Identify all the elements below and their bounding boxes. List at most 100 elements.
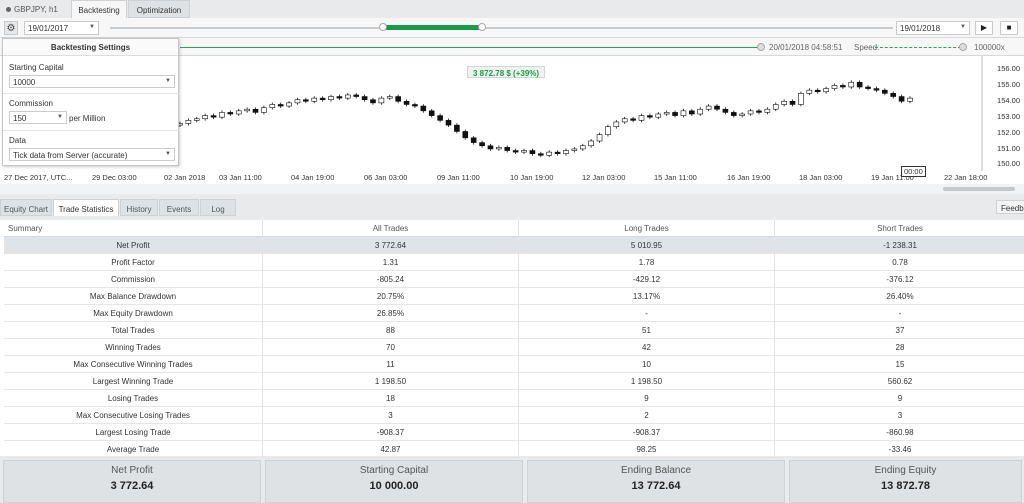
divider bbox=[3, 130, 180, 131]
table-row[interactable]: Max Balance Drawdown 20.75% 13.17% 26.40% bbox=[4, 288, 1024, 305]
candle-body bbox=[789, 100, 796, 105]
candle-body bbox=[261, 107, 267, 113]
card-value: 13 772.64 bbox=[631, 480, 681, 492]
table-row[interactable]: Max Consecutive Losing Trades 3 2 3 bbox=[4, 407, 1024, 424]
candle-body bbox=[814, 89, 821, 93]
row-label: Largest Losing Trade bbox=[95, 428, 171, 437]
table-row[interactable]: Max Equity Drawdown 26.85% - - bbox=[4, 305, 1024, 322]
divider bbox=[774, 356, 775, 373]
divider bbox=[774, 271, 775, 288]
candle-body bbox=[806, 89, 813, 94]
end-date-select[interactable]: 19/01/2018 ▼ bbox=[896, 21, 970, 35]
speed-value: 100000x bbox=[974, 43, 1005, 52]
candle-body bbox=[227, 112, 234, 115]
candle-body bbox=[521, 150, 527, 153]
row-value: 28 bbox=[895, 343, 905, 352]
candle-body bbox=[563, 150, 569, 155]
candle-body bbox=[219, 112, 225, 118]
x-tick-label: 19 Jan 11:00 bbox=[871, 173, 914, 182]
row-value: -860.98 bbox=[886, 428, 914, 437]
divider bbox=[518, 407, 519, 424]
symbol-tab[interactable]: GBPJPY, h1 bbox=[0, 0, 68, 18]
chevron-down-icon: ▼ bbox=[89, 24, 95, 30]
stop-button[interactable]: ■ bbox=[1000, 21, 1018, 35]
chart-scrollbar[interactable] bbox=[0, 184, 1024, 194]
range-start-handle[interactable] bbox=[379, 23, 387, 31]
candle-body bbox=[403, 100, 410, 105]
candle-body bbox=[898, 96, 905, 102]
row-value: 3 772.64 bbox=[374, 241, 407, 250]
tab-equity-chart[interactable]: Equity Chart bbox=[0, 199, 52, 216]
feedback-button[interactable]: Feedback bbox=[996, 200, 1024, 214]
candle-body bbox=[856, 81, 863, 88]
tab-backtesting-label: Backtesting bbox=[78, 6, 120, 15]
candle-body bbox=[571, 148, 578, 151]
candle-body bbox=[831, 85, 838, 89]
x-tick-label: 18 Jan 03:00 bbox=[799, 173, 843, 182]
start-date-select[interactable]: 19/01/2017 ▼ bbox=[24, 21, 99, 35]
tab-trade-statistics[interactable]: Trade Statistics bbox=[53, 199, 119, 216]
playback-handle[interactable] bbox=[757, 43, 765, 51]
scrollbar-thumb[interactable] bbox=[943, 187, 1015, 191]
table-row[interactable]: Winning Trades 70 42 28 bbox=[4, 339, 1024, 356]
column-header: Long Trades bbox=[624, 224, 669, 233]
commission-field[interactable]: 150 ▼ bbox=[9, 111, 67, 124]
candle-body bbox=[202, 115, 208, 120]
x-tick-label: 12 Jan 03:00 bbox=[582, 173, 626, 182]
candle-body bbox=[269, 104, 276, 108]
row-value: -33.46 bbox=[888, 445, 912, 454]
row-value: 1 198.50 bbox=[374, 377, 407, 386]
candle-body bbox=[386, 96, 393, 99]
candle-body bbox=[689, 110, 695, 115]
candle-body bbox=[512, 150, 519, 153]
divider bbox=[262, 288, 263, 305]
table-row[interactable]: Largest Winning Trade 1 198.50 1 198.50 560… bbox=[4, 373, 1024, 390]
table-row[interactable]: Max Consecutive Winning Trades 11 10 15 bbox=[4, 356, 1024, 373]
table-row[interactable]: Largest Losing Trade -908.37 -908.37 -860.9… bbox=[4, 424, 1024, 441]
speed-slider-track[interactable] bbox=[875, 47, 961, 48]
x-tick-label: 10 Jan 19:00 bbox=[510, 173, 554, 182]
candle-body bbox=[370, 99, 376, 104]
starting-capital-field[interactable]: 10000 ▼ bbox=[9, 75, 175, 88]
tab-log[interactable]: Log bbox=[200, 199, 236, 216]
chevron-down-icon: ▼ bbox=[165, 78, 171, 84]
table-row[interactable]: Commission -805.24 -429.12 -376.12 bbox=[4, 271, 1024, 288]
row-value: -805.24 bbox=[376, 275, 405, 284]
range-end-handle[interactable] bbox=[478, 23, 486, 31]
divider bbox=[518, 254, 519, 271]
row-value: - bbox=[645, 309, 648, 318]
candle-body bbox=[840, 85, 846, 88]
candle-body bbox=[596, 134, 603, 142]
popup-title: Backtesting Settings bbox=[3, 39, 178, 56]
candle-body bbox=[848, 81, 855, 88]
date-range-track[interactable] bbox=[110, 27, 893, 29]
table-row[interactable]: Total Trades 88 51 37 bbox=[4, 322, 1024, 339]
divider bbox=[518, 356, 519, 373]
date-range-selection[interactable] bbox=[383, 25, 482, 30]
candle-body bbox=[487, 145, 494, 150]
speed-slider-handle[interactable] bbox=[959, 43, 967, 51]
candle-body bbox=[345, 94, 351, 99]
card-label: Ending Balance bbox=[620, 465, 692, 476]
table-row[interactable]: Net Profit 3 772.64 5 010.95 -1 238.31 bbox=[4, 237, 1024, 254]
tab-backtesting[interactable]: Backtesting bbox=[71, 0, 127, 18]
tab-events[interactable]: Events bbox=[159, 199, 199, 216]
divider bbox=[262, 373, 263, 390]
play-button[interactable]: ▶ bbox=[975, 21, 993, 35]
candle-body bbox=[663, 112, 670, 115]
backtest-control-bar: ⚙ 19/01/2017 ▼ 19/01/2018 ▼ ▶ ■ bbox=[0, 18, 1024, 38]
tab-history[interactable]: History bbox=[120, 199, 158, 216]
table-row[interactable]: Average Trade 42.87 98.25 -33.46 bbox=[4, 441, 1024, 458]
candle-body bbox=[353, 94, 360, 97]
table-row[interactable]: Losing Trades 18 9 9 bbox=[4, 390, 1024, 407]
candle-body bbox=[252, 108, 259, 113]
tab-optimization[interactable]: Optimization bbox=[128, 0, 190, 18]
speed-label: Speed: bbox=[854, 43, 880, 52]
gear-icon[interactable]: ⚙ bbox=[4, 21, 18, 35]
start-date-value: 19/01/2017 bbox=[28, 24, 69, 33]
candle-body bbox=[756, 110, 762, 113]
data-source-select[interactable]: Tick data from Server (accurate) ▼ bbox=[9, 148, 175, 161]
table-row[interactable]: Profit Factor 1.31 1.78 0.78 bbox=[4, 254, 1024, 271]
row-value: 9 bbox=[897, 394, 903, 403]
playback-progress-line[interactable] bbox=[180, 47, 760, 48]
